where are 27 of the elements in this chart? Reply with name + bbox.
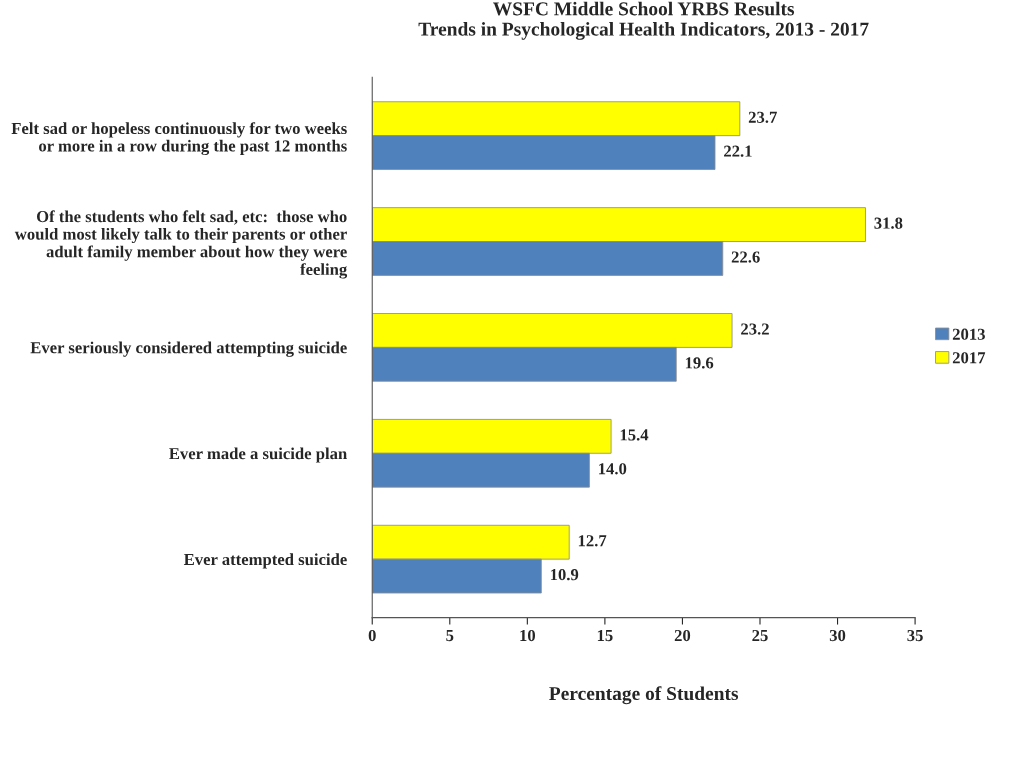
data-label: 22.1	[724, 145, 752, 157]
x-tick-label: 10	[520, 629, 536, 642]
x-tick-label: 35	[907, 629, 923, 642]
data-label: 12.7	[578, 535, 607, 547]
x-axis-title: Percentage of Students	[549, 686, 739, 705]
data-label: 23.7	[748, 111, 777, 123]
chart-title: WSFC Middle School YRBS Results Trends in Psychological Health Indicators, 2013 - 2017	[418, 1, 869, 40]
data-label: 19.6	[685, 357, 714, 369]
x-tick-label: 15	[597, 629, 613, 642]
data-label: 10.9	[550, 569, 579, 581]
y-tick-label: Ever made a suicide plan	[169, 447, 347, 463]
data-label: 23.2	[741, 323, 769, 335]
legend-label: 2013	[952, 328, 985, 340]
y-tick-label: Ever attempted suicide	[183, 553, 347, 569]
data-label: 22.6	[731, 251, 760, 263]
y-tick-label: Felt sad or hopeless continuously for two weeks or more in a row during the past 12 months	[11, 122, 347, 156]
y-tick-label: Ever seriously considered attempting suicide	[30, 341, 347, 357]
x-tick-label: 20	[674, 629, 691, 642]
y-tick-label: Of the students who felt sad, etc: those who would most likely talk to their parents or other adult family member about how they were feeling	[14, 210, 348, 279]
x-tick-label: 30	[829, 629, 846, 642]
x-tick-label: 5	[446, 630, 454, 642]
data-label: 14.0	[599, 463, 627, 475]
legend-label: 2017	[952, 352, 986, 364]
x-tick-label: 25	[752, 629, 768, 642]
data-label: 31.8	[874, 217, 903, 229]
data-label: 15.4	[620, 429, 649, 441]
x-tick-label: 0	[368, 629, 376, 642]
